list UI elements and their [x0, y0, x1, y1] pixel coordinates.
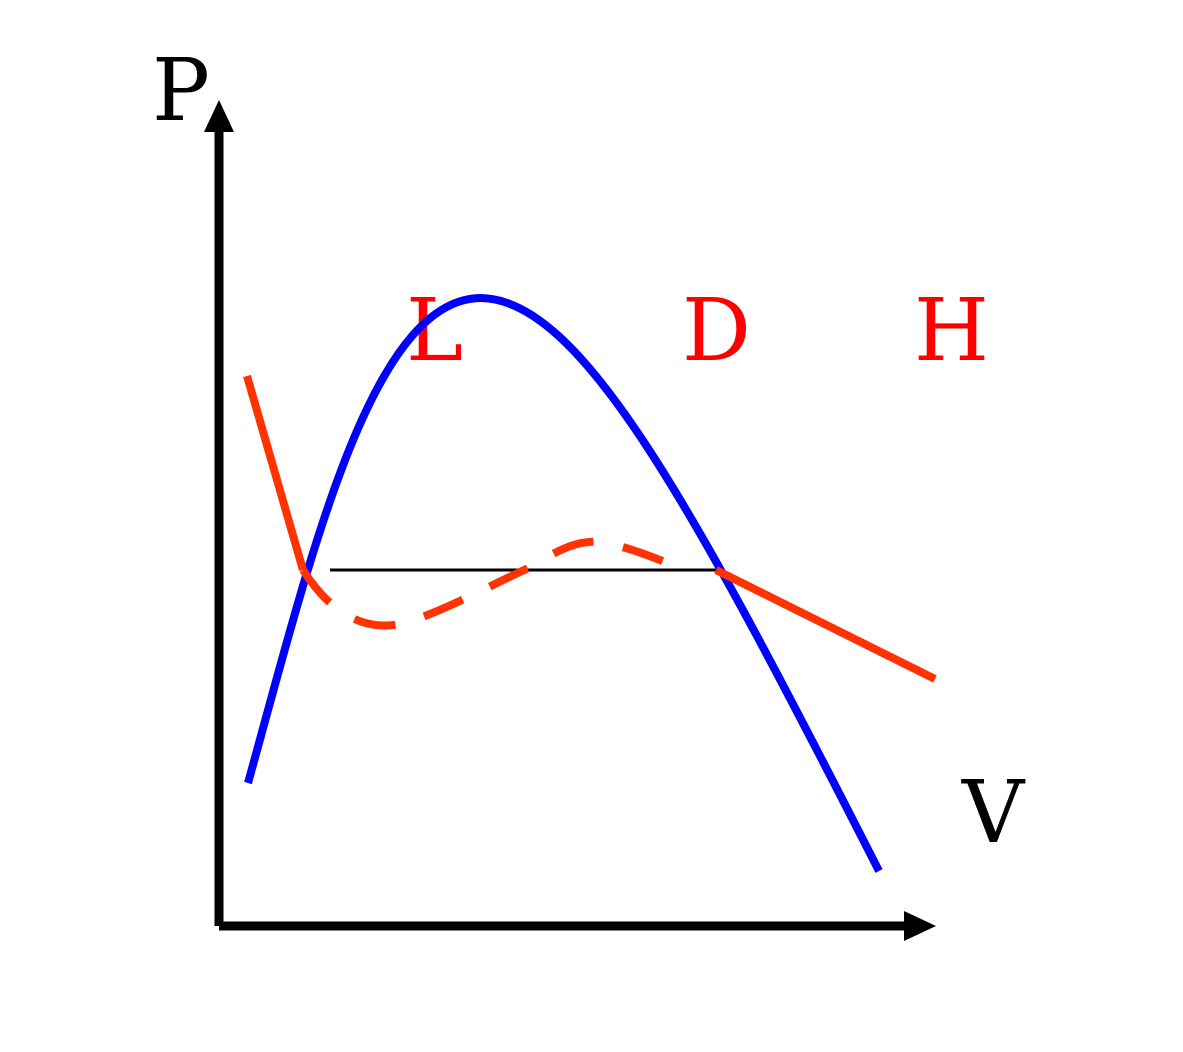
region-label-h: H — [914, 281, 989, 381]
isotherm-van-der-waals-loop — [299, 537, 667, 630]
axes — [204, 100, 936, 941]
x-axis-arrow-icon — [904, 911, 936, 941]
isotherm-liquid-branch — [243, 374, 307, 572]
region-label-d: D — [682, 281, 751, 381]
isotherm-gas-branch — [714, 566, 937, 683]
x-axis-label: V — [961, 763, 1026, 863]
y-axis-arrow-icon — [204, 100, 234, 132]
y-axis-label: P — [152, 41, 210, 141]
coexistence-curve — [244, 293, 883, 873]
